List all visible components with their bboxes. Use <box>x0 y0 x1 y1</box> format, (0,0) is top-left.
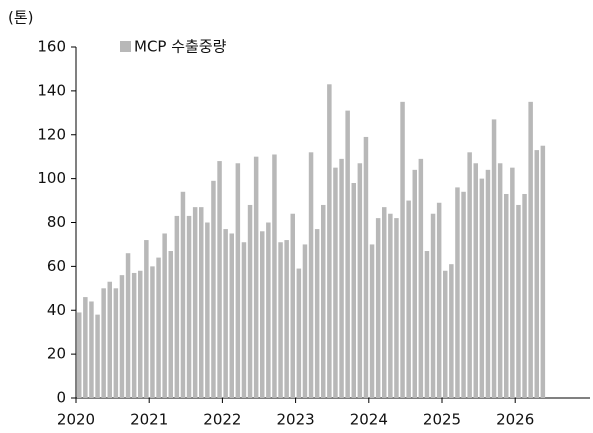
x-tick-label: 2025 <box>423 411 461 429</box>
bar <box>461 191 466 398</box>
bar <box>314 229 320 398</box>
bar <box>260 231 265 398</box>
bar <box>211 180 216 398</box>
bar <box>339 158 344 398</box>
bar <box>168 251 173 398</box>
bar <box>388 213 393 398</box>
bar <box>205 222 210 398</box>
bar <box>504 193 509 398</box>
x-tick-label: 2022 <box>203 411 241 429</box>
bar <box>89 301 94 398</box>
bar <box>192 207 198 398</box>
bar <box>516 204 521 398</box>
bar <box>174 215 180 398</box>
bar <box>375 218 381 398</box>
y-tick-label: 20 <box>47 345 66 363</box>
bar <box>418 158 424 398</box>
bar <box>199 207 204 398</box>
bar <box>497 163 503 398</box>
bar <box>522 193 527 398</box>
bar <box>186 215 192 398</box>
x-tick-label: 2020 <box>57 411 95 429</box>
bar <box>369 244 375 398</box>
bar <box>119 275 125 398</box>
bar <box>156 257 161 398</box>
bar <box>363 136 369 398</box>
y-tick-label: 80 <box>47 213 66 231</box>
bar <box>296 268 302 398</box>
bar <box>443 270 448 398</box>
unit-label: (톤) <box>8 9 34 27</box>
bar <box>125 253 131 398</box>
bar <box>430 213 436 398</box>
bar <box>247 204 253 398</box>
bar <box>528 101 533 398</box>
bar <box>321 204 326 398</box>
bar <box>540 145 546 398</box>
bar <box>308 152 314 398</box>
bar <box>162 233 167 398</box>
bar <box>534 150 539 398</box>
legend-label: MCP 수출중량 <box>134 38 227 56</box>
bar <box>113 288 119 398</box>
bar <box>235 163 241 398</box>
legend-swatch <box>120 41 131 52</box>
bar <box>272 154 277 398</box>
bar <box>406 200 411 398</box>
bar <box>107 281 112 398</box>
y-tick-label: 60 <box>47 257 66 275</box>
bar <box>333 167 338 398</box>
bar <box>278 242 283 398</box>
bar <box>479 178 485 398</box>
x-tick-label: 2026 <box>496 411 534 429</box>
bar <box>241 242 247 398</box>
y-tick-label: 160 <box>37 38 66 56</box>
y-tick-label: 120 <box>37 125 66 143</box>
x-tick-label: 2024 <box>350 411 388 429</box>
bar <box>357 163 363 398</box>
y-tick-label: 140 <box>37 81 66 99</box>
bar <box>351 183 356 398</box>
bar <box>485 169 491 398</box>
bar <box>412 169 417 398</box>
bar <box>150 266 155 398</box>
bar <box>284 240 289 398</box>
bar <box>77 312 82 398</box>
bar <box>491 119 497 399</box>
y-tick-label: 0 <box>56 389 66 407</box>
bar <box>302 244 308 398</box>
bar <box>394 218 399 398</box>
bar <box>95 314 100 398</box>
bar <box>327 84 332 398</box>
bar <box>345 110 350 399</box>
bar <box>266 222 271 398</box>
bar <box>138 270 143 398</box>
bar <box>424 251 430 398</box>
bar <box>101 288 106 398</box>
bar <box>382 207 387 398</box>
bar <box>253 156 259 398</box>
bar <box>223 229 228 398</box>
bar <box>436 202 442 398</box>
bar <box>180 191 186 398</box>
bar <box>455 187 460 398</box>
bar <box>131 272 137 398</box>
bar <box>144 240 149 398</box>
bar <box>83 297 88 398</box>
bar <box>510 167 515 398</box>
x-tick-label: 2021 <box>130 411 168 429</box>
bar <box>229 233 234 398</box>
y-tick-label: 100 <box>37 169 66 187</box>
x-tick-label: 2023 <box>277 411 315 429</box>
bar <box>217 161 222 398</box>
bar <box>473 163 478 398</box>
bar <box>400 101 405 398</box>
bar <box>467 152 472 398</box>
y-tick-label: 40 <box>47 301 66 319</box>
bar <box>290 213 295 398</box>
bar <box>449 264 454 398</box>
